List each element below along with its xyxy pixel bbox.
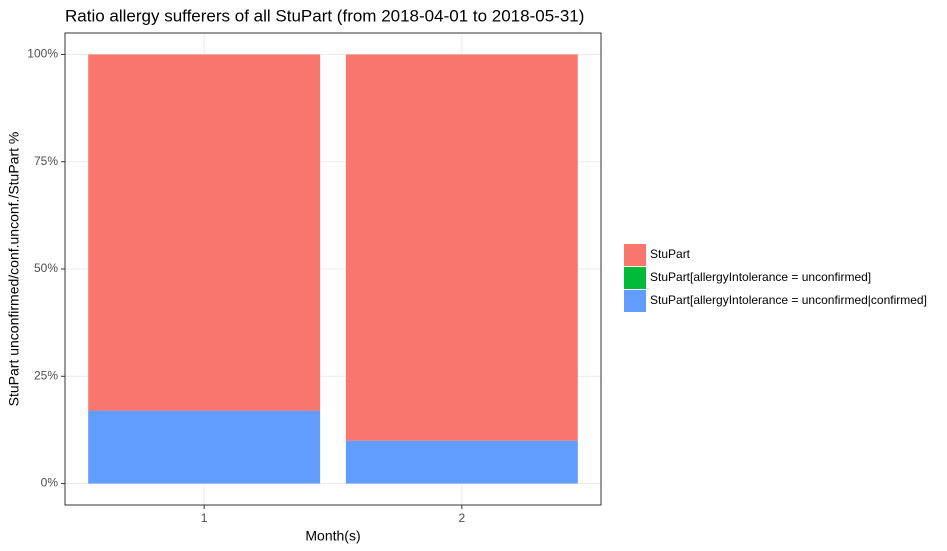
chart-title: Ratio allergy sufferers of all StuPart (…: [65, 6, 584, 25]
bar-segment: [345, 440, 578, 484]
y-tick-label: 25%: [34, 368, 58, 382]
x-tick-label: 2: [459, 511, 466, 525]
legend-label: StuPart[allergyIntolerance = unconfirmed…: [650, 270, 871, 284]
bar-segment: [88, 54, 321, 411]
legend-key: [624, 244, 646, 266]
y-tick-label: 0%: [41, 476, 59, 490]
legend-label: StuPart[allergyIntolerance = unconfirmed…: [650, 293, 927, 307]
y-tick-label: 50%: [34, 261, 58, 275]
legend-key: [624, 267, 646, 289]
x-tick-label: 1: [201, 511, 208, 525]
panel-border: [64, 32, 602, 506]
x-axis-title: Month(s): [305, 528, 360, 544]
y-axis-title: StuPart unconfirmed/conf.unconf./StuPart…: [6, 132, 22, 407]
legend-key: [624, 290, 646, 312]
bar-segment: [345, 54, 578, 441]
legend-label: StuPart: [650, 247, 691, 261]
y-tick-label: 75%: [34, 154, 58, 168]
y-tick-label: 100%: [27, 47, 58, 61]
bar-segment: [88, 410, 321, 484]
